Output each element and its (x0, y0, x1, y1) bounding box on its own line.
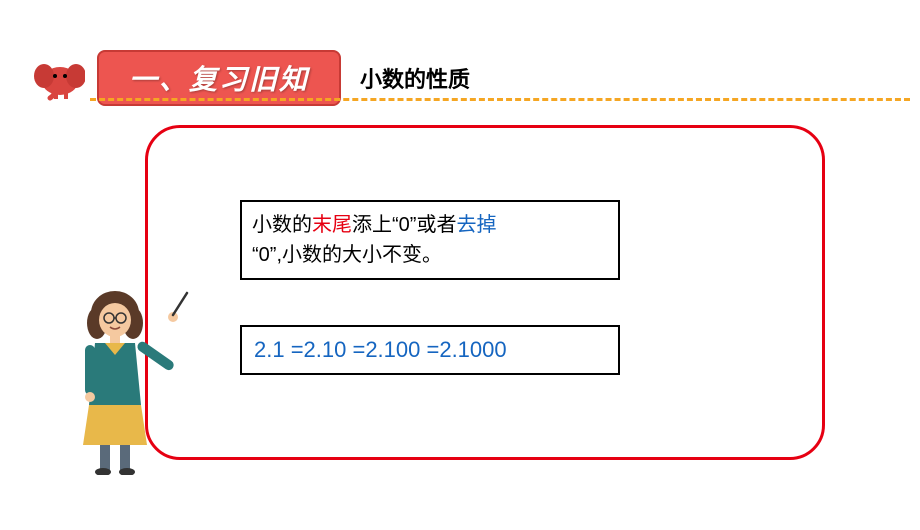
equation-text: 2.1 =2.10 =2.100 =2.1000 (254, 337, 507, 362)
equation-example: 2.1 =2.10 =2.100 =2.1000 (240, 325, 620, 375)
rule-mid: 添上“0”或者 (352, 214, 456, 236)
rule-highlight-2: 去掉 (456, 214, 496, 236)
content-frame (145, 125, 825, 460)
subtitle: 小数的性质 (360, 62, 470, 94)
title-text: 一、复习旧知 (129, 64, 309, 95)
teacher-illustration (55, 285, 190, 475)
rule-highlight-1: 末尾 (312, 214, 352, 236)
rule-prefix: 小数的 (252, 214, 312, 236)
divider-dashed (90, 98, 910, 101)
rule-statement: 小数的末尾添上“0”或者去掉 “0”,小数的大小不变。 (240, 200, 620, 280)
elephant-icon (30, 56, 85, 101)
rule-suffix: “0”,小数的大小不变。 (252, 244, 442, 266)
